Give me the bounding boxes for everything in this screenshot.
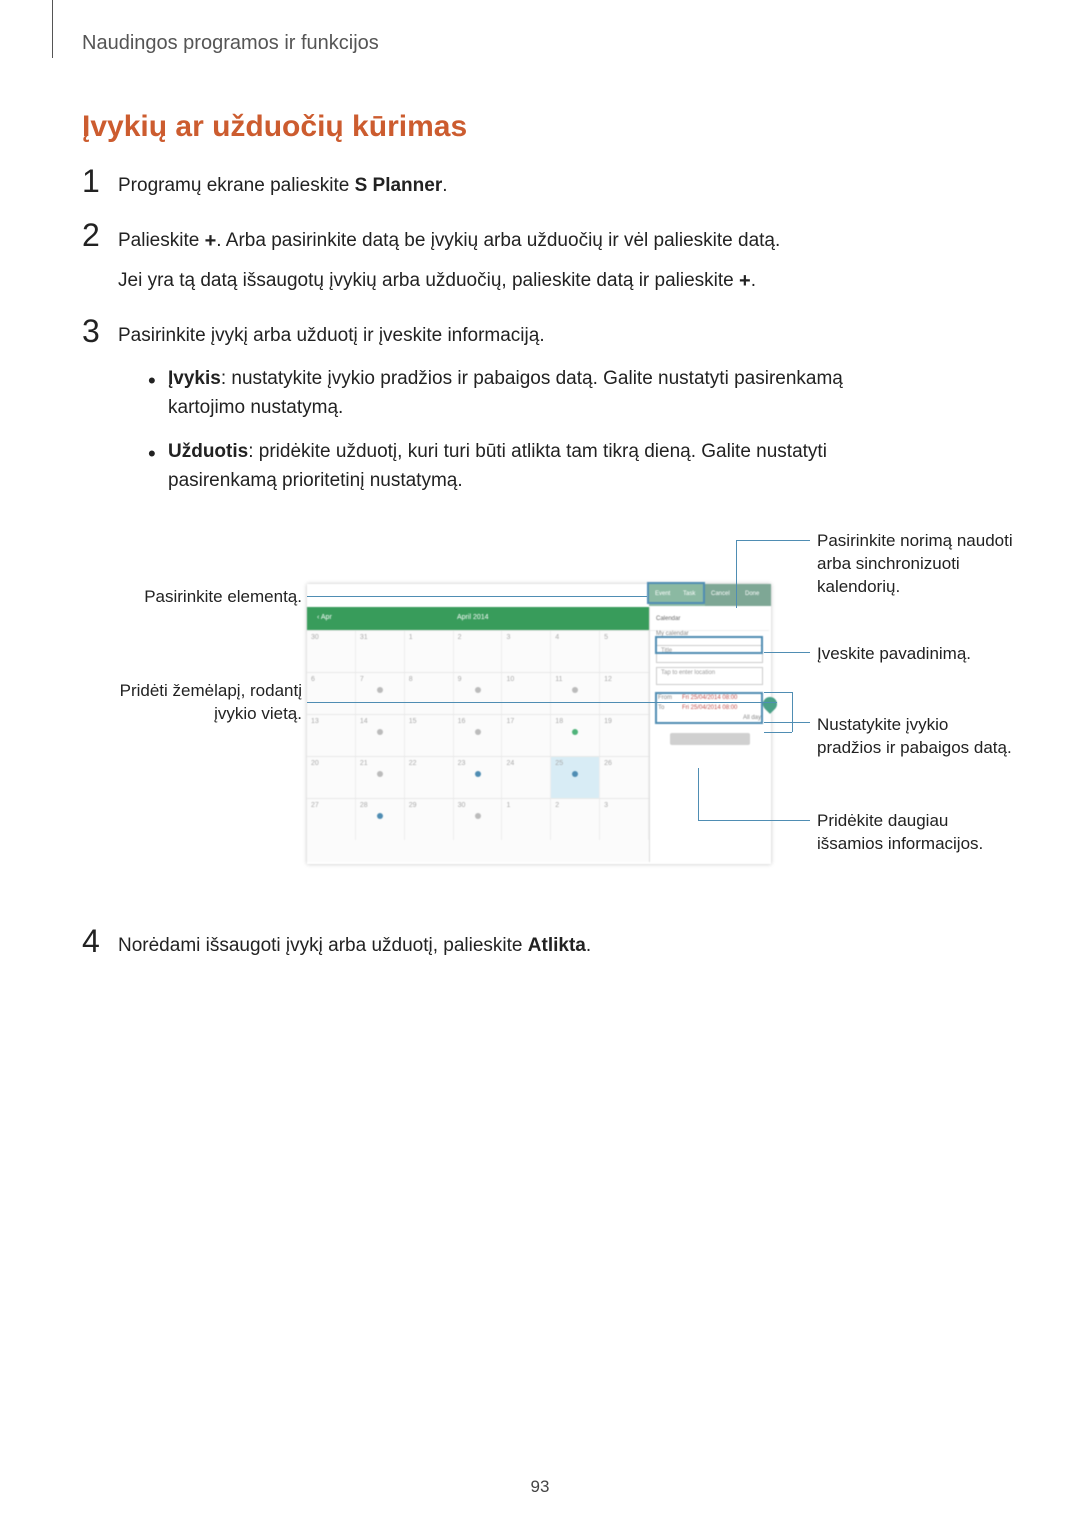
- leader-line: [764, 732, 792, 733]
- leader-line: [736, 540, 810, 541]
- panel-calendar-row: Calendar: [650, 607, 769, 631]
- step-2a-post: . Arba pasirinkite datą be įvykių arba u…: [216, 230, 780, 251]
- step-2: 2 Palieskite +. Arba pasirinkite datą be…: [82, 219, 912, 297]
- bullet-text: : pridėkite užduotį, kuri turi būti atli…: [168, 441, 827, 491]
- panel-location-input: Tap to enter location: [656, 667, 763, 685]
- step-2b-post: .: [751, 270, 756, 291]
- step-3: 3 Pasirinkite įvykį arba užduotį ir įves…: [82, 315, 912, 509]
- month-label: April 2014: [457, 614, 489, 621]
- step-number: 4: [82, 925, 118, 961]
- bullet-label: Įvykis: [168, 368, 221, 389]
- step-3-line: Pasirinkite įvykį arba užduotį ir įveski…: [118, 321, 912, 351]
- leader-line: [307, 702, 777, 703]
- leader-line: [792, 692, 793, 732]
- leader-line: [764, 692, 792, 693]
- step-4: 4 Norėdami išsaugoti įvykį arba užduotį,…: [82, 925, 912, 979]
- bullet-text: : nustatykite įvykio pradžios ir pabaigo…: [168, 368, 843, 418]
- leader-line: [307, 596, 647, 597]
- step-number: 3: [82, 315, 118, 509]
- leader-line: [764, 652, 810, 653]
- highlight-tabs: [647, 582, 705, 604]
- calendar-grid: 303112345 6789101112 13141516171819 2021…: [307, 630, 649, 862]
- step-1-post: .: [442, 175, 447, 196]
- loc-placeholder: Tap to enter location: [661, 670, 715, 676]
- highlight-dates: [655, 692, 763, 724]
- step-2b-pre: Jei yra tą datą išsaugotų įvykių arba už…: [118, 270, 739, 291]
- step-4-post: .: [586, 935, 591, 956]
- plus-icon: +: [739, 265, 751, 297]
- cancel-btn: Cancel: [711, 591, 730, 597]
- leader-line: [764, 722, 810, 723]
- page-number: 93: [0, 1477, 1080, 1497]
- step-2a-pre: Palieskite: [118, 230, 205, 251]
- highlight-title: [655, 636, 763, 654]
- margin-rule: [52, 0, 53, 58]
- steps-list: 1 Programų ekrane palieskite S Planner . …: [82, 165, 912, 528]
- leader-line: [736, 540, 737, 608]
- panel-cal-lbl: Calendar: [656, 616, 680, 622]
- device-screenshot: Event Task Cancel Done ‹ Apr April 2014 …: [307, 584, 771, 864]
- callout-map: Pridėti žemėlapį, rodantį įvykio vietą.: [82, 680, 302, 726]
- panel-actions: Cancel Done: [705, 584, 771, 606]
- callout-more: Pridėkite daugiau išsamios informacijos.: [817, 810, 1017, 856]
- app-name: S Planner: [355, 175, 443, 196]
- leader-line: [698, 820, 810, 821]
- step-1-pre: Programų ekrane palieskite: [118, 175, 355, 196]
- page-title: Įvykių ar užduočių kūrimas: [82, 110, 467, 144]
- callout-calendar: Pasirinkite norimą naudoti arba sinchron…: [817, 530, 1017, 599]
- done-label: Atlikta: [528, 935, 586, 956]
- annotated-screenshot: Pasirinkite elementą. Pridėti žemėlapį, …: [82, 530, 922, 910]
- done-btn: Done: [745, 591, 759, 597]
- callout-title: Įveskite pavadinimą.: [817, 643, 1017, 666]
- bullet-label: Užduotis: [168, 441, 248, 462]
- plus-icon: +: [205, 225, 217, 257]
- callout-dates: Nustatykite įvykio pradžios ir pabaigos …: [817, 714, 1017, 760]
- bullet-task: Užduotis: pridėkite užduotį, kuri turi b…: [148, 437, 912, 496]
- step-1: 1 Programų ekrane palieskite S Planner.: [82, 165, 912, 201]
- bullet-event: Įvykis: nustatykite įvykio pradžios ir p…: [148, 364, 912, 423]
- callout-select-item: Pasirinkite elementą.: [82, 586, 302, 609]
- more-options-btn: [670, 733, 750, 745]
- running-header: Naudingos programos ir funkcijos: [82, 32, 379, 55]
- step-4-pre: Norėdami išsaugoti įvykį arba užduotį, p…: [118, 935, 528, 956]
- leader-line: [698, 768, 699, 820]
- step-number: 1: [82, 165, 118, 201]
- calendar-header: ‹ Apr April 2014: [307, 607, 649, 630]
- step-number: 2: [82, 219, 118, 297]
